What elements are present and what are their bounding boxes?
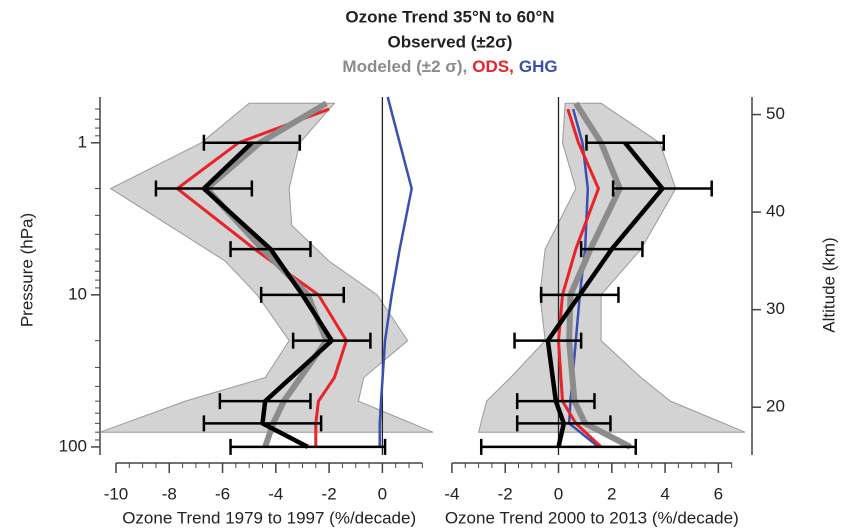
error-bar — [202, 415, 323, 432]
observed-line — [201, 141, 335, 449]
model-band — [477, 102, 746, 433]
x-tick-label: -6 — [215, 484, 230, 503]
x-tick-label: -4 — [268, 484, 283, 503]
ods-line — [175, 107, 348, 447]
legend-observed: Observed (±2σ) — [388, 32, 513, 51]
error-bar — [585, 134, 665, 151]
y2-axis-label: Altitude (km) — [819, 237, 838, 332]
panel: -10 -8 -6 -4 -2 0 Ozone Trend 1979 to 1997 (%/… — [99, 96, 434, 527]
error-bar — [539, 286, 620, 303]
y-tick-label: 10 — [68, 284, 87, 303]
error-bar — [202, 134, 302, 151]
y-tick-label: 1 — [78, 132, 87, 151]
error-bar — [218, 393, 312, 410]
x-axis-label: Ozone Trend 2000 to 2013 (%/decade) — [445, 508, 739, 527]
x-tick-label: 0 — [554, 484, 563, 503]
error-bar — [611, 180, 713, 197]
y2-tick-label: 40 — [766, 202, 785, 221]
x-tick-label: 0 — [378, 484, 387, 503]
x-tick-label: -2 — [498, 484, 513, 503]
error-bar — [513, 332, 583, 349]
x-tick-label: -8 — [162, 484, 177, 503]
y2-tick-label: 30 — [766, 299, 785, 318]
error-bar — [291, 332, 372, 349]
y-axis-label: Pressure (hPa) — [17, 213, 36, 327]
error-bar — [259, 286, 346, 303]
ghg-line — [378, 96, 413, 447]
x-tick-label: -4 — [444, 484, 459, 503]
observed-line — [545, 141, 665, 448]
y2-tick-label: 20 — [766, 397, 785, 416]
x-tick-label: -10 — [104, 484, 129, 503]
chart-title: Ozone Trend 35°N to 60°N — [345, 7, 554, 26]
legend-line: Modeled (±2 σ), ODS, GHG — [342, 57, 557, 76]
x-tick-label: 2 — [607, 484, 616, 503]
x-tick-label: 4 — [660, 484, 669, 503]
y-tick-label: 100 — [59, 436, 87, 455]
legend-entry: GHG — [519, 57, 558, 76]
legend-entry: ODS, — [472, 57, 514, 76]
error-bar — [515, 393, 596, 410]
legend-entry: Modeled (±2 σ), — [342, 57, 467, 76]
error-bar — [515, 415, 612, 432]
error-bar — [579, 241, 644, 258]
error-bar — [229, 241, 312, 258]
error-bar — [229, 438, 387, 455]
error-bar — [154, 180, 254, 197]
y2-tick-label: 50 — [766, 104, 785, 123]
error-bar — [479, 438, 638, 455]
x-axis-label: Ozone Trend 1979 to 1997 (%/decade) — [122, 508, 416, 527]
panel: -4 -2 0 2 4 6 Ozone Trend 2000 to 2013 (%/deca… — [444, 97, 746, 527]
x-tick-label: 6 — [714, 484, 723, 503]
x-tick-label: -2 — [322, 484, 337, 503]
